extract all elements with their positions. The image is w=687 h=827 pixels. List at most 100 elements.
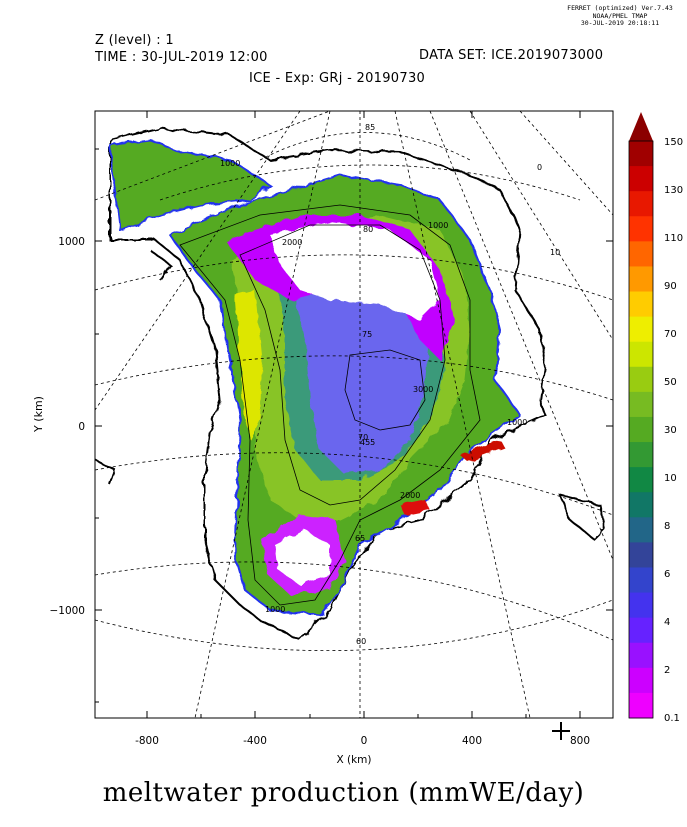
ferret-version: FERRET (optimized) Ver.7.43 xyxy=(567,4,673,12)
colorbar-cell xyxy=(629,416,653,443)
contour-label-3000: 3000 xyxy=(413,385,433,394)
cursor-crosshair-icon xyxy=(552,722,570,740)
lon-line-10w xyxy=(469,111,613,341)
colorbar-cell xyxy=(629,241,653,267)
elevation-contours xyxy=(179,204,481,606)
colorbar-cell xyxy=(629,141,653,167)
melt-zone-red-east xyxy=(460,440,505,462)
colorbar-cell xyxy=(629,642,653,669)
colorbar-frame xyxy=(628,140,654,719)
colorbar-label: 50 xyxy=(664,377,677,388)
plot-title: ICE - Exp: GRj - 20190730 xyxy=(249,71,426,86)
contour-label-1000-b: 1000 xyxy=(507,418,527,427)
lat-label-70: 70 xyxy=(358,433,368,442)
x-axis-label: X (km) xyxy=(336,754,371,766)
colorbar-cell xyxy=(629,492,653,518)
lon-line-60w xyxy=(95,111,301,411)
lon-line-0 xyxy=(519,111,613,216)
x-tick-label: 400 xyxy=(462,735,482,747)
lat-label-85: 85 xyxy=(365,123,375,132)
colorbar-label: 10 xyxy=(664,473,677,484)
colorbar-cell xyxy=(629,442,653,468)
contour-label-2000-b: 2000 xyxy=(400,491,420,500)
lat-circle-60 xyxy=(95,561,613,641)
figure-caption: meltwater production (mmWE/day) xyxy=(102,778,585,808)
colorbar-label: 110 xyxy=(664,233,683,244)
y-tick-label: −1000 xyxy=(49,605,85,617)
melt-zone-no-melt-north xyxy=(270,222,440,320)
contour-label-455: 455 xyxy=(360,438,375,447)
map-figure: 85 80 75 70 65 60 0 10 10 1000 1000 1000… xyxy=(32,110,683,766)
lat-label-60: 60 xyxy=(356,637,366,646)
colorbar-cell xyxy=(629,266,653,293)
dataset-label: DATA SET: ICE.2019073000 xyxy=(419,48,604,63)
colorbar-cell xyxy=(629,191,653,217)
level-label: Z (level) : 1 xyxy=(95,33,174,48)
time-label: TIME : 30-JUL-2019 12:00 xyxy=(95,50,268,65)
colorbar-label: 30 xyxy=(664,425,677,436)
coastline-islands xyxy=(95,249,607,542)
x-tick-label: -400 xyxy=(243,735,267,747)
contour-label-1000-a: 1000 xyxy=(220,159,240,168)
y-tick-label: 0 xyxy=(78,421,85,433)
colorbar-cell xyxy=(629,341,653,368)
melt-zone-no-melt-south xyxy=(275,530,330,585)
axis-ticks xyxy=(95,111,613,718)
contour-2000 xyxy=(239,224,446,506)
colorbar-label: 6 xyxy=(664,569,670,580)
ferret-stamp: FERRET (optimized) Ver.7.43 NOAA/PMEL TM… xyxy=(560,4,680,28)
x-tick-label: -800 xyxy=(135,735,159,747)
ferret-org: NOAA/PMEL TMAP xyxy=(592,11,648,20)
colorbar-cell xyxy=(629,391,653,418)
y-tick-label: 1000 xyxy=(58,236,85,248)
colorbar-cell xyxy=(629,617,653,644)
colorbar-cell xyxy=(629,567,653,594)
colorbar-cell xyxy=(629,692,653,719)
contour-1000 xyxy=(179,204,481,606)
graticule xyxy=(95,111,613,718)
colorbar-label: 0.1 xyxy=(664,713,680,724)
colorbar-cell xyxy=(629,667,653,694)
colorbar-cell xyxy=(629,592,653,619)
melt-zone-red-southeast xyxy=(400,500,430,515)
colorbar-label: 130 xyxy=(664,185,683,196)
x-tick-label: 800 xyxy=(570,735,590,747)
colorbar: 150 130 110 90 70 50 30 10 8 6 4 2 0.1 xyxy=(628,112,683,724)
coastline xyxy=(109,126,547,642)
contour-label-1000-c: 1000 xyxy=(265,605,285,614)
contour-label-2000-a: 2000 xyxy=(282,238,302,247)
lat-circle-85 xyxy=(259,132,471,161)
colorbar-label: 70 xyxy=(664,329,677,340)
colorbar-cell xyxy=(629,467,653,493)
lat-label-80: 80 xyxy=(363,225,373,234)
lat-label-75: 75 xyxy=(362,330,372,339)
contour-label-1000-d: 1000 xyxy=(428,221,448,230)
contour-3000 xyxy=(344,349,426,431)
x-tick-label: 0 xyxy=(361,735,368,747)
colorbar-cell xyxy=(629,517,653,543)
melt-zone-yellow xyxy=(235,290,262,440)
meltwater-field xyxy=(108,138,522,617)
lat-circle-70 xyxy=(95,355,613,401)
lat-label-65: 65 xyxy=(355,534,365,543)
colorbar-cell xyxy=(629,291,653,318)
lat-circle-80 xyxy=(159,164,581,201)
melt-zone-north-fringe xyxy=(108,138,272,232)
colorbar-cell xyxy=(629,316,653,343)
lon-line-20w xyxy=(429,111,613,561)
colorbar-label: 4 xyxy=(664,617,670,628)
lat-circle-65 xyxy=(95,452,613,516)
lon-label-0: 0 xyxy=(537,163,542,172)
colorbar-cell xyxy=(629,216,653,242)
colorbar-cell xyxy=(629,542,653,568)
lon-line-50w xyxy=(194,111,331,718)
colorbar-label: 2 xyxy=(664,665,670,676)
ferret-timestamp: 30-JUL-2019 20:18:11 xyxy=(580,19,660,27)
colorbar-label: 150 xyxy=(664,137,683,148)
lon-label-10: 10 xyxy=(550,248,560,257)
lon-line-30w xyxy=(394,111,531,718)
colorbar-cell xyxy=(629,366,653,393)
colorbar-label: 8 xyxy=(664,521,670,532)
colorbar-cell xyxy=(629,166,653,192)
y-axis-label: Y (km) xyxy=(32,396,45,433)
